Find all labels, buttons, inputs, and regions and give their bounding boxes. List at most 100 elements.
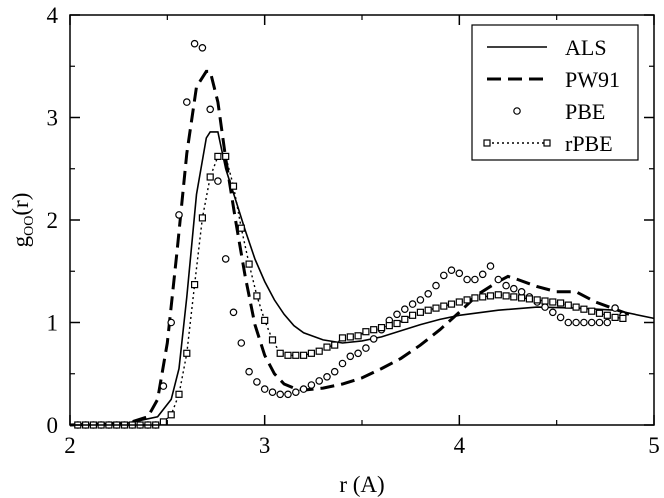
data-point-rpbe: [619, 314, 627, 322]
x-tick-label: 3: [259, 433, 271, 458]
legend-marker-square: [543, 139, 551, 147]
data-point-rpbe: [471, 294, 479, 302]
data-point-rpbe: [284, 351, 292, 359]
data-point-pbe: [354, 349, 362, 358]
legend-marker-square: [483, 139, 491, 147]
data-point-rpbe: [510, 293, 518, 301]
y-tick-label: 1: [47, 311, 59, 336]
data-point-rpbe: [276, 349, 284, 357]
legend-label-pbe: PBE: [565, 99, 605, 124]
legend-box: [471, 24, 639, 161]
data-point-pbe: [284, 390, 292, 399]
data-point-pbe: [603, 318, 612, 327]
legend-item-pw91: PW91: [487, 67, 620, 92]
data-point-pbe: [221, 255, 230, 263]
data-point-pbe: [260, 385, 269, 393]
data-point-rpbe: [323, 343, 331, 351]
data-point-rpbe: [533, 296, 541, 304]
data-point-pbe: [502, 281, 510, 290]
data-point-rpbe: [494, 291, 502, 299]
data-point-rpbe: [502, 292, 510, 300]
data-point-pbe: [276, 390, 285, 399]
data-point-rpbe: [463, 296, 471, 304]
svg-text:gOO(r): gOO(r): [8, 193, 37, 248]
data-point-rpbe: [159, 418, 167, 426]
data-point-rpbe: [268, 336, 277, 344]
series-als: [69, 131, 655, 426]
data-point-rpbe: [292, 351, 300, 359]
data-point-rpbe: [214, 152, 222, 160]
legend-item-pbe: PBE: [513, 99, 605, 124]
data-point-rpbe: [517, 294, 526, 302]
data-point-rpbe: [603, 311, 611, 319]
data-point-pbe: [198, 43, 207, 52]
data-point-pbe: [424, 289, 433, 298]
data-point-rpbe: [447, 300, 456, 308]
data-point-rpbe: [479, 293, 487, 301]
data-point-rpbe: [580, 305, 588, 313]
data-point-rpbe: [455, 298, 463, 306]
data-point-pbe: [432, 281, 440, 290]
series-als-line: [69, 131, 655, 426]
data-point-rpbe: [222, 152, 230, 160]
data-point-pbe: [237, 339, 246, 347]
data-point-rpbe: [393, 319, 401, 328]
data-point-pbe: [253, 378, 261, 386]
legend-label-pw91: PW91: [565, 67, 620, 92]
data-point-rpbe: [549, 298, 557, 306]
data-point-pbe: [541, 303, 549, 311]
x-axis-label: r (A): [339, 472, 384, 497]
data-point-rpbe: [300, 351, 308, 359]
y-tick-label: 2: [47, 208, 59, 233]
y-tick-label: 3: [47, 106, 59, 131]
data-point-pbe: [206, 105, 215, 114]
data-point-rpbe: [572, 303, 580, 311]
data-point-rpbe: [595, 309, 604, 317]
x-tick-label: 5: [648, 433, 660, 458]
data-point-pbe: [478, 270, 487, 279]
y-tick-label: 0: [47, 413, 59, 438]
data-point-rpbe: [486, 292, 495, 300]
data-point-rpbe: [315, 347, 323, 355]
data-point-pbe: [346, 352, 355, 361]
data-point-pbe: [183, 98, 191, 106]
data-point-rpbe: [237, 224, 245, 232]
data-point-pbe: [486, 262, 495, 270]
data-point-pbe: [611, 304, 619, 312]
x-tick-label: 4: [454, 433, 466, 458]
x-tick-label: 2: [64, 433, 76, 458]
data-point-pbe: [556, 313, 565, 322]
data-point-rpbe: [229, 182, 238, 190]
y-axis-label-main: g: [8, 235, 33, 247]
data-point-pbe: [400, 305, 409, 314]
data-point-pbe: [548, 308, 557, 317]
data-point-pbe: [362, 344, 370, 352]
data-point-pbe: [159, 382, 168, 390]
data-point-pbe: [509, 284, 518, 293]
data-point-pbe: [408, 300, 417, 308]
data-point-rpbe: [362, 328, 370, 336]
data-point-rpbe: [370, 326, 378, 334]
data-point-rpbe: [167, 411, 175, 419]
data-point-rpbe: [401, 315, 409, 323]
data-point-pbe: [268, 388, 277, 397]
data-point-rpbe: [424, 306, 432, 314]
y-axis-label-suffix: (r): [8, 193, 33, 216]
data-point-pbe: [323, 372, 331, 381]
y-axis-label: gOO(r): [8, 193, 37, 248]
data-point-rpbe: [175, 390, 183, 398]
axis-ticks: [69, 14, 655, 426]
legend-marker-circle: [513, 107, 521, 115]
data-point-rpbe: [183, 349, 191, 357]
data-point-pbe: [564, 318, 573, 327]
data-point-rpbe: [564, 301, 572, 309]
axis-tick-labels: 2 3 4 5 0 1 2 3 4: [47, 3, 660, 458]
y-tick-label: 4: [47, 3, 59, 28]
data-point-pbe: [299, 385, 308, 393]
data-point-pbe: [330, 367, 339, 376]
data-point-pbe: [416, 296, 425, 304]
data-point-rpbe: [541, 297, 549, 305]
data-point-rpbe: [338, 334, 347, 342]
data-point-pbe: [463, 275, 471, 284]
data-point-pbe: [572, 318, 580, 327]
